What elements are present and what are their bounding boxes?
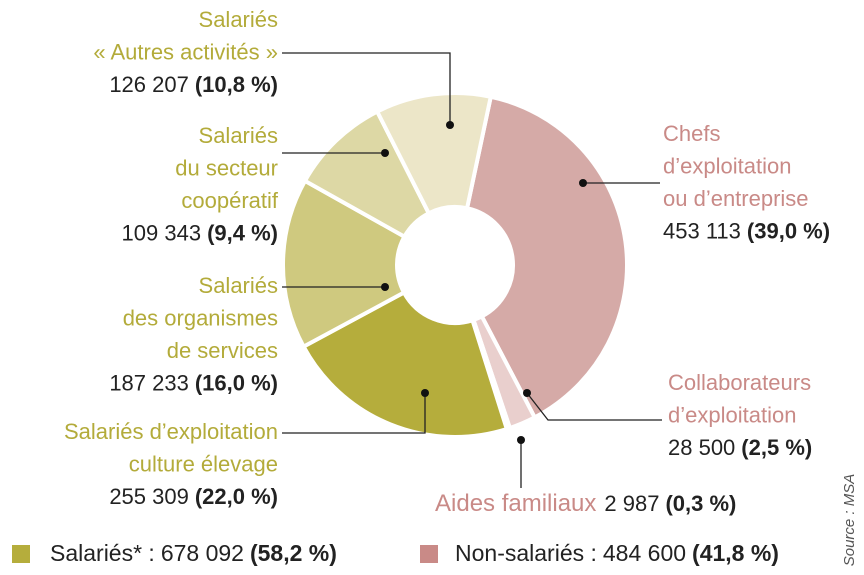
value-label: 255 309 (109, 484, 189, 509)
leader-dot (446, 121, 454, 129)
value-label: 28 500 (668, 435, 735, 460)
leader-dot (523, 389, 531, 397)
percent-label: (2,5 %) (741, 435, 812, 460)
value-line: 109 343 (9,4 %) (122, 220, 278, 245)
percent-label: (16,0 %) (195, 370, 278, 395)
donut-segment (374, 91, 494, 216)
leader-dot (381, 149, 389, 157)
percent-label: (39,0 %) (747, 218, 830, 243)
category-label: ou d’entreprise (663, 186, 809, 211)
leader-dot (381, 283, 389, 291)
category-label: Chefs (663, 121, 720, 146)
legend-entry: Salariés* :678 092 (58,2 %) (50, 540, 337, 566)
category-label: des organismes (123, 305, 278, 330)
category-label: d’exploitation (668, 402, 796, 427)
category-label: Salariés (199, 273, 278, 298)
category-label: Salariés (199, 7, 278, 32)
value-label: 2 987 (604, 491, 659, 516)
source: Source : MSA (841, 474, 858, 567)
category-label: « Autres activités » (93, 39, 278, 64)
legend-value: 484 600 (603, 540, 686, 566)
value-label: 187 233 (109, 370, 189, 395)
percent-label: (0,3 %) (665, 491, 736, 516)
legend-entry: Non-salariés :484 600 (41,8 %) (455, 540, 779, 566)
donut-segment (300, 289, 510, 439)
legend-swatch (12, 545, 30, 563)
category-label: d’exploitation (663, 153, 791, 178)
value-line: 126 207 (10,8 %) (109, 72, 278, 97)
value-line: 453 113 (39,0 %) (663, 218, 830, 243)
category-label: Salariés (199, 123, 278, 148)
value-line: 255 309 (22,0 %) (109, 484, 278, 509)
legend-name: Non-salariés : (455, 540, 597, 566)
leader-dot (421, 389, 429, 397)
category-label: culture élevage (129, 451, 278, 476)
category-label: du secteur (175, 155, 278, 180)
donut (281, 91, 629, 439)
value-line: 28 500 (2,5 %) (668, 435, 812, 460)
legend-percent: (41,8 %) (692, 540, 779, 566)
leader-line (282, 52, 451, 125)
category-label: Aides familiaux (435, 490, 596, 517)
leader-dot (517, 436, 525, 444)
value-line: 187 233 (16,0 %) (109, 370, 278, 395)
value-label: 109 343 (122, 220, 202, 245)
percent-label: (9,4 %) (207, 220, 278, 245)
percent-label: (22,0 %) (195, 484, 278, 509)
legend-value: 678 092 (161, 540, 244, 566)
category-label: coopératif (181, 188, 279, 213)
legend-swatch (420, 545, 438, 563)
category-label: Salariés d’exploitation (64, 419, 278, 444)
value-label: 126 207 (109, 72, 189, 97)
leader-dot (579, 179, 587, 187)
segment-label: Aides familiaux 2 987 (0,3 %) (435, 490, 736, 517)
legend-name: Salariés* : (50, 540, 155, 566)
category-label: Collaborateurs (668, 370, 811, 395)
donut-segment (464, 94, 629, 421)
percent-label: (10,8 %) (195, 72, 278, 97)
leader-line (282, 393, 426, 434)
donut-segment (281, 178, 408, 350)
leader-line (526, 392, 662, 421)
category-label: de services (167, 338, 278, 363)
value-label: 453 113 (663, 218, 741, 243)
legend-percent: (58,2 %) (250, 540, 337, 566)
